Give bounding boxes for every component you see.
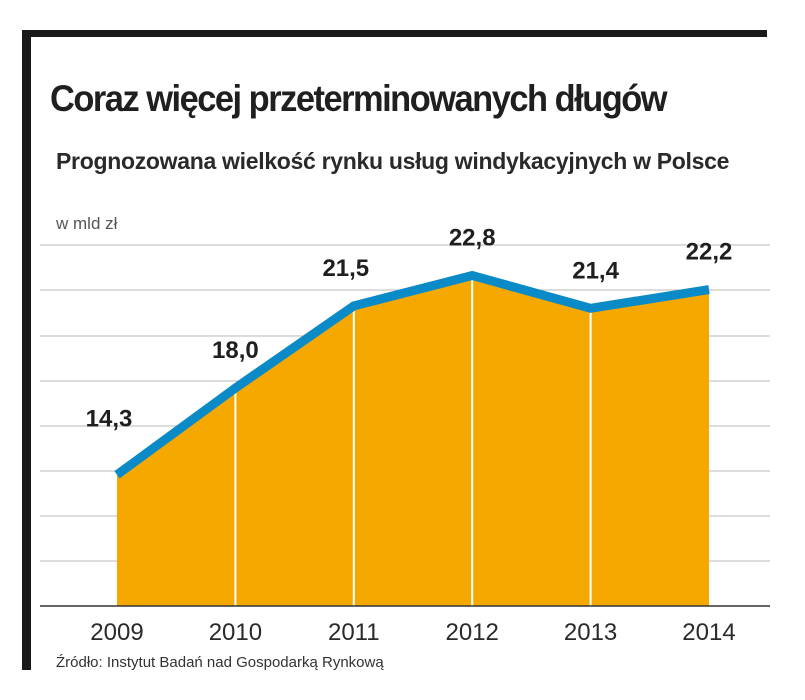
chart-title: Coraz więcej przeterminowanych długów	[50, 78, 668, 119]
unit-label: w mld zł	[56, 214, 118, 233]
x-tick-label: 2014	[682, 619, 735, 646]
series-polyline	[114, 270, 710, 479]
source-note: Źródło: Instytut Badań nad Gospodarką Ry…	[56, 654, 384, 671]
chart-subtitle: Prognozowana wielkość rynku usług windyk…	[56, 148, 730, 174]
value-label: 18,0	[212, 337, 259, 364]
value-label: 22,8	[449, 224, 496, 251]
value-label: 14,3	[86, 406, 133, 433]
area-fill	[117, 275, 709, 606]
area-region	[117, 275, 709, 606]
value-labels: 14,3 18,0 21,5 22,8 21,4 22,2	[86, 224, 733, 432]
x-tick-label: 2009	[90, 619, 143, 646]
frame-left-bar	[22, 30, 31, 670]
x-tick-label: 2012	[446, 619, 499, 646]
x-tick-labels: 2009 2010 2011 2012 2013 2014	[90, 619, 735, 646]
year-dividers	[234, 279, 592, 606]
value-label: 22,2	[686, 239, 733, 266]
series-line	[114, 270, 710, 479]
x-tick-label: 2010	[209, 619, 262, 646]
value-label: 21,4	[572, 257, 619, 284]
frame-top-bar	[22, 30, 767, 37]
x-tick-label: 2013	[564, 619, 617, 646]
x-tick-label: 2011	[328, 619, 380, 646]
value-label: 21,5	[322, 255, 369, 282]
